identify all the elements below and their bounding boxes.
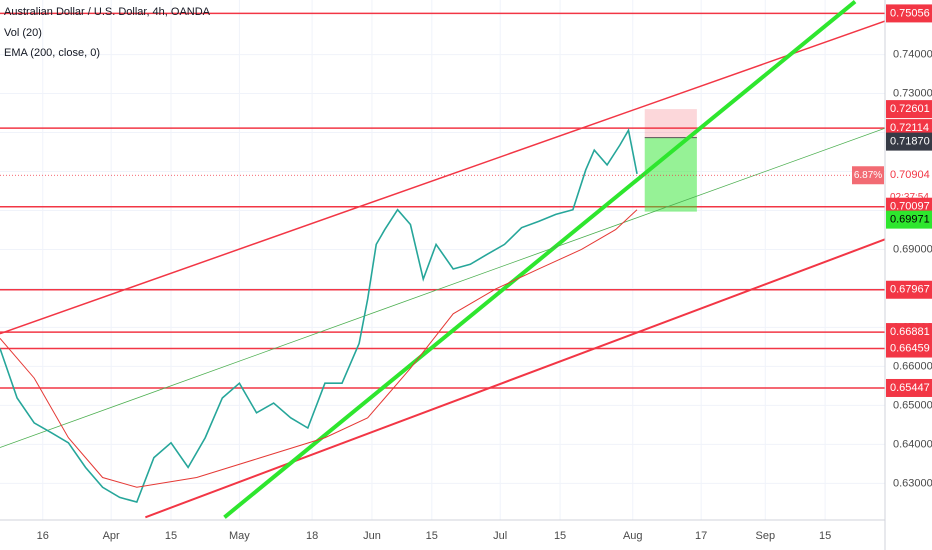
last-price-label: 0.70904	[890, 169, 930, 181]
indicator-label: Vol (20)	[4, 27, 42, 39]
level-label-bg	[886, 339, 932, 358]
trend-line	[223, 0, 857, 519]
trend-line	[0, 127, 885, 448]
x-tick-label: 15	[426, 530, 438, 542]
level-label-bg	[886, 280, 932, 299]
x-tick-label: 15	[819, 530, 831, 542]
entry-label-bg	[886, 132, 932, 151]
last-price-label-bg	[886, 166, 932, 185]
level-label: 0.72114	[890, 122, 929, 134]
x-tick-label: Sep	[756, 530, 776, 542]
target-label-bg	[886, 210, 932, 229]
level-label: 0.70097	[890, 201, 930, 213]
target-label: 0.69971	[890, 214, 930, 226]
y-tick-label: 0.74000	[893, 48, 932, 60]
price-line	[0, 209, 638, 488]
indicator-label: EMA (200, close, 0)	[4, 47, 100, 59]
change-bg	[852, 166, 884, 185]
level-label-bg	[886, 378, 932, 397]
trend-line	[145, 238, 885, 519]
level-label-bg	[886, 323, 932, 342]
x-tick-label: May	[229, 530, 250, 542]
axes: 0.630000.640000.650000.660000.670000.680…	[37, 4, 932, 542]
target-zone	[644, 137, 697, 212]
x-tick-label: 16	[37, 530, 49, 542]
entry-label: 0.71870	[890, 136, 930, 148]
level-label: 0.75056	[890, 7, 930, 19]
legend: Australian Dollar / U.S. Dollar, 4h, OAN…	[4, 6, 211, 59]
stop-label-bg	[886, 100, 932, 119]
x-tick-label: 15	[165, 530, 177, 542]
x-tick-label: Jul	[493, 530, 507, 542]
y-tick-label: 0.64000	[893, 438, 932, 450]
y-tick-label: 0.66000	[893, 360, 932, 372]
level-label: 0.66881	[890, 326, 930, 338]
chart-title: Australian Dollar / U.S. Dollar, 4h, OAN…	[4, 6, 211, 18]
x-tick-label: Aug	[623, 530, 643, 542]
x-tick-label: 18	[306, 530, 318, 542]
x-tick-label: Apr	[103, 530, 120, 542]
change-label: 6.87%	[854, 170, 882, 181]
level-label-bg	[886, 119, 932, 138]
x-tick-label: 17	[695, 530, 707, 542]
level-label: 0.65447	[890, 382, 930, 394]
stop-zone	[644, 109, 697, 138]
y-tick-label: 0.63000	[893, 477, 932, 489]
y-tick-label: 0.65000	[893, 399, 932, 411]
x-tick-label: 15	[554, 530, 566, 542]
level-label-bg	[886, 4, 932, 23]
plot-area	[0, 0, 885, 520]
x-tick-label: Jun	[363, 530, 381, 542]
countdown-label: 02:37:54	[890, 192, 929, 203]
trend-line	[0, 20, 885, 335]
level-label: 0.67967	[890, 284, 930, 296]
y-tick-label: 0.73000	[893, 87, 932, 99]
level-label: 0.66459	[890, 342, 930, 354]
y-tick-label: 0.69000	[893, 243, 932, 255]
price-line	[0, 127, 638, 504]
stop-label: 0.72601	[890, 103, 930, 115]
